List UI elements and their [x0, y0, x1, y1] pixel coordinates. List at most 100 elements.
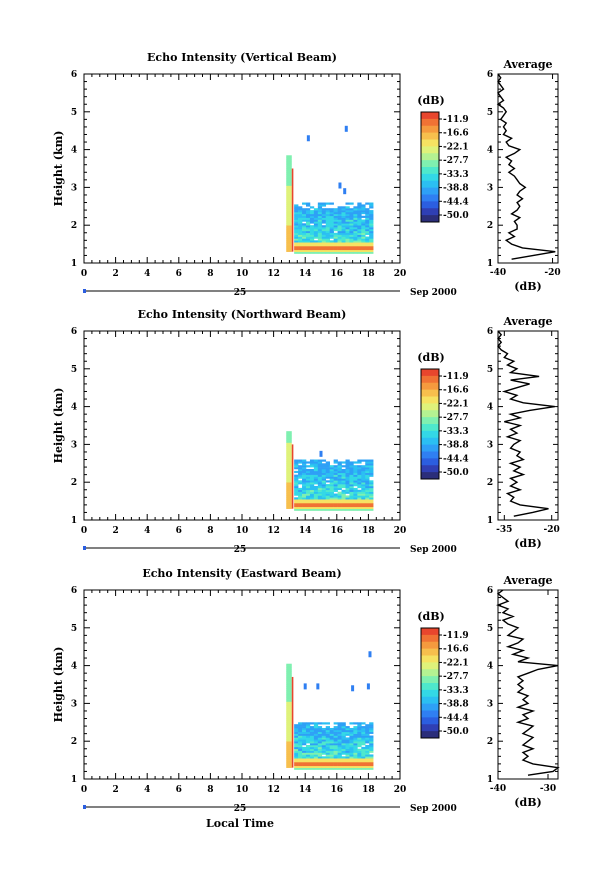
echo-cell — [294, 765, 299, 768]
echo-cell — [357, 493, 362, 496]
echo-cell — [341, 506, 346, 509]
echo-cell — [294, 225, 299, 228]
echo-cell — [329, 489, 334, 492]
colorbar-label: -16.6 — [443, 645, 469, 655]
echo-cell — [305, 244, 311, 247]
echo-cell — [357, 763, 362, 767]
echo-cell — [333, 468, 338, 472]
echo-cell — [369, 459, 374, 462]
echo-cell — [294, 739, 299, 742]
echo-cell — [365, 459, 370, 462]
echo-cell — [325, 485, 330, 489]
echo-cell — [345, 221, 350, 224]
echo-cell — [365, 495, 370, 498]
echo-cell — [309, 487, 315, 491]
echo-cell — [313, 459, 319, 462]
echo-cell — [309, 491, 315, 494]
echo-cell — [349, 504, 354, 508]
echo-cell — [317, 746, 323, 750]
echo-cell — [305, 470, 311, 474]
date-day: 25 — [234, 545, 247, 555]
echo-cell — [341, 497, 346, 500]
echo-cell — [365, 508, 370, 511]
echo-spike-cell — [286, 493, 292, 496]
echo-cell — [345, 504, 350, 508]
echo-cell — [365, 748, 370, 751]
echo-cell — [321, 504, 327, 508]
echo-cell — [337, 213, 342, 217]
scattered-echo — [338, 182, 342, 189]
echo-cell — [325, 487, 330, 491]
echo-spike-cell — [286, 699, 292, 702]
echo-cell — [321, 470, 327, 474]
echo-cell — [329, 760, 334, 763]
echo-spike-cell — [286, 166, 292, 169]
echo-cell — [302, 472, 307, 475]
echo-cell — [325, 763, 330, 767]
echo-cell — [321, 474, 327, 477]
echo-spike-cell — [286, 760, 292, 763]
echo-cell — [298, 223, 303, 226]
echo-cell — [369, 217, 374, 220]
echo-spike-cell — [286, 206, 292, 209]
echo-cell — [337, 468, 342, 472]
echo-cell — [329, 487, 334, 491]
echo-cell — [321, 238, 327, 241]
profile-y-label: 2 — [487, 221, 493, 231]
echo-cell — [361, 249, 366, 252]
echo-spike-cell — [286, 506, 292, 509]
echo-cell — [345, 727, 350, 731]
echo-cell — [321, 234, 327, 237]
echo-cell — [294, 744, 299, 748]
echo-cell — [333, 722, 338, 725]
profile-line — [497, 330, 555, 517]
echo-cell — [317, 249, 323, 252]
colorbar-swatch — [421, 180, 439, 189]
echo-cell — [333, 459, 338, 462]
echo-cell — [349, 223, 354, 226]
echo-cell — [337, 761, 342, 765]
scattered-echo — [303, 683, 307, 690]
echo-cell — [294, 737, 299, 740]
echo-cell — [341, 470, 346, 474]
echo-cell — [337, 758, 342, 761]
echo-cell — [345, 743, 350, 746]
echo-cell — [357, 748, 362, 751]
echo-cell — [294, 232, 299, 235]
echo-cell — [325, 251, 330, 254]
echo-cell — [349, 230, 354, 234]
echo-cell — [313, 219, 319, 222]
echo-cell — [329, 245, 334, 249]
echo-cell — [317, 741, 323, 744]
echo-cell — [349, 228, 354, 232]
echo-spike-core — [291, 444, 294, 509]
echo-cell — [317, 230, 323, 234]
echo-cell — [325, 234, 330, 237]
y-tick-label: 3 — [71, 440, 77, 450]
echo-cell — [305, 242, 311, 245]
echo-cell — [317, 729, 323, 733]
echo-cell — [309, 754, 315, 757]
echo-cell — [349, 232, 354, 235]
echo-cell — [313, 221, 319, 224]
echo-cell — [305, 215, 311, 218]
echo-cell — [317, 491, 323, 494]
echo-cell — [317, 242, 323, 245]
echo-cell — [317, 502, 323, 506]
echo-cell — [329, 756, 334, 759]
echo-cell — [329, 480, 334, 483]
echo-cell — [329, 763, 334, 767]
echo-spike-cell — [286, 240, 292, 243]
echo-cell — [349, 735, 354, 738]
echo-cell — [357, 499, 362, 502]
echo-spike-cell — [286, 204, 292, 207]
colorbar-swatch — [421, 703, 439, 711]
echo-spike-cell — [286, 716, 292, 719]
echo-cell — [329, 242, 334, 245]
echo-cell — [313, 743, 319, 746]
echo-cell — [305, 480, 311, 483]
echo-cell — [353, 219, 358, 222]
echo-cell — [298, 208, 303, 211]
echo-spike-cell — [286, 472, 292, 475]
echo-cell — [302, 240, 307, 243]
